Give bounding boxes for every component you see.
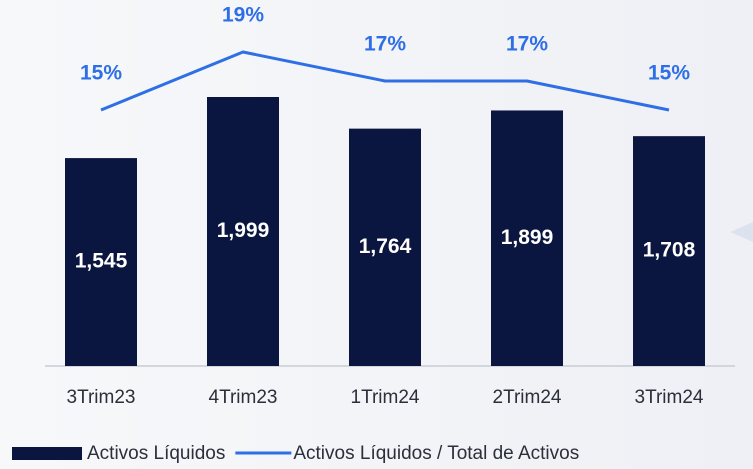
bar [633,136,705,366]
bar-value-label: 1,708 [643,239,696,262]
bar [65,158,137,366]
bar-value-label: 1,545 [75,250,128,273]
line-value-label: 15% [80,62,122,85]
x-tick-label: 4Trim23 [209,387,278,408]
legend-label: Activos Líquidos [87,443,225,464]
x-tick-label: 3Trim23 [67,387,136,408]
bar-value-label: 1,899 [501,226,554,249]
bar [207,97,279,366]
bar [491,110,563,366]
bar-value-label: 1,999 [217,219,270,242]
line [100,50,670,112]
x-tick-label: 2Trim24 [493,387,562,408]
bar [349,128,421,366]
line-value-label: 19% [222,4,264,27]
bar-value-label: 1,764 [359,235,412,258]
legend-label: Activos Líquidos / Total de Activos [293,443,579,464]
x-tick-label: 1Trim24 [351,387,420,408]
line-value-label: 15% [648,62,690,85]
line-value-label: 17% [506,33,548,56]
decoration [730,222,753,242]
line-value-label: 17% [364,33,406,56]
x-tick-label: 3Trim24 [635,387,704,408]
legend-swatch [12,447,82,460]
